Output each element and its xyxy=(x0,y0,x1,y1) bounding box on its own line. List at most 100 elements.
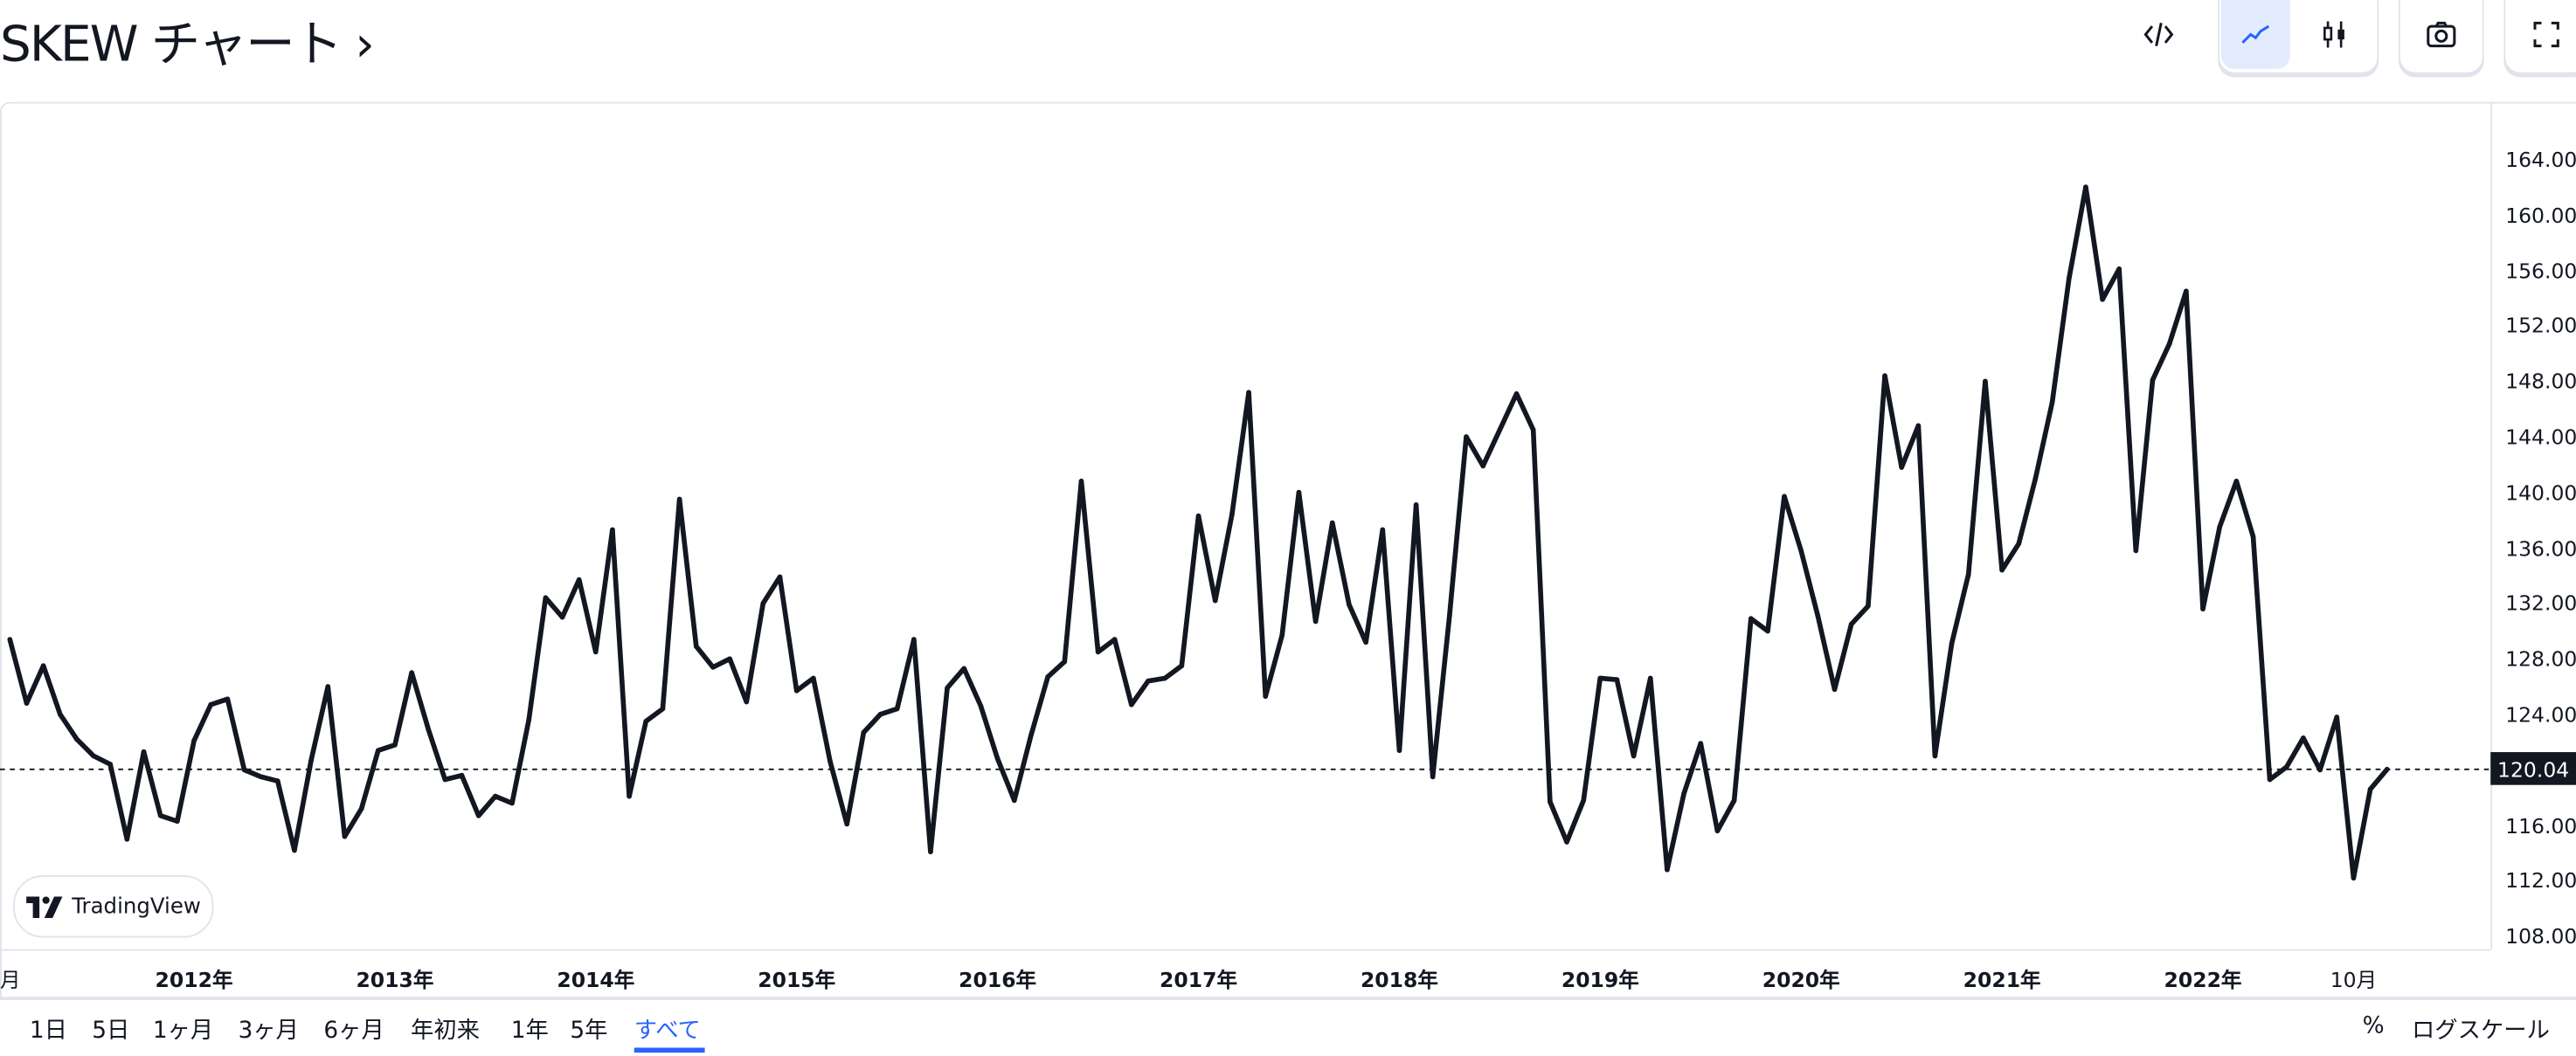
data-point[interactable] xyxy=(744,699,750,705)
data-point[interactable] xyxy=(1062,659,1068,665)
data-point[interactable] xyxy=(241,767,247,773)
data-point[interactable] xyxy=(1045,674,1050,680)
data-point[interactable] xyxy=(1430,774,1436,780)
data-point[interactable] xyxy=(375,748,381,753)
data-point[interactable] xyxy=(2334,714,2340,720)
data-point[interactable] xyxy=(2032,475,2039,481)
data-point[interactable] xyxy=(2016,541,2022,547)
data-point[interactable] xyxy=(777,574,783,580)
data-point[interactable] xyxy=(2083,184,2088,190)
data-point[interactable] xyxy=(1681,790,1686,797)
data-point[interactable] xyxy=(325,684,331,689)
data-point[interactable] xyxy=(358,806,364,811)
data-point[interactable] xyxy=(2267,776,2273,783)
data-point[interactable] xyxy=(459,772,465,778)
embed-button[interactable] xyxy=(2124,0,2193,69)
data-point[interactable] xyxy=(2200,606,2206,611)
data-point[interactable] xyxy=(576,576,582,583)
data-point[interactable] xyxy=(1815,613,1821,618)
data-point[interactable] xyxy=(994,756,1001,762)
data-point[interactable] xyxy=(1212,597,1218,604)
data-point[interactable] xyxy=(1581,797,1586,804)
data-point[interactable] xyxy=(1146,678,1151,684)
data-point[interactable] xyxy=(1848,621,1854,627)
data-point[interactable] xyxy=(627,793,632,799)
data-point[interactable] xyxy=(1949,641,1955,646)
data-point[interactable] xyxy=(1162,675,1168,681)
data-point[interactable] xyxy=(811,675,816,681)
data-point[interactable] xyxy=(1765,628,1770,634)
data-point[interactable] xyxy=(258,774,264,780)
data-point[interactable] xyxy=(509,800,515,806)
page-title[interactable]: SKEW チャート › xyxy=(0,16,375,74)
data-point[interactable] xyxy=(1513,391,1520,397)
data-point[interactable] xyxy=(57,712,63,717)
data-point[interactable] xyxy=(2367,786,2373,792)
data-point[interactable] xyxy=(2250,534,2256,540)
data-point[interactable] xyxy=(2283,764,2289,770)
data-point[interactable] xyxy=(1866,604,1871,609)
data-point[interactable] xyxy=(2301,735,2306,741)
range-button[interactable]: すべて xyxy=(634,1018,701,1045)
data-point[interactable] xyxy=(592,649,599,655)
data-point[interactable] xyxy=(793,688,800,694)
data-point[interactable] xyxy=(1447,613,1452,618)
data-point[interactable] xyxy=(1614,677,1620,682)
data-point[interactable] xyxy=(2384,766,2390,772)
data-point[interactable] xyxy=(493,793,498,799)
price-axis[interactable] xyxy=(2490,101,2576,949)
data-point[interactable] xyxy=(1965,571,1971,577)
data-point[interactable] xyxy=(1882,373,1887,379)
data-point[interactable] xyxy=(1380,527,1386,533)
data-point[interactable] xyxy=(24,701,30,706)
tradingview-logo[interactable]: TradingView xyxy=(13,875,214,938)
data-point[interactable] xyxy=(124,837,130,842)
data-point[interactable] xyxy=(1597,675,1603,681)
data-point[interactable] xyxy=(274,778,280,783)
data-point[interactable] xyxy=(1564,839,1569,845)
data-point[interactable] xyxy=(1480,463,1486,469)
data-point[interactable] xyxy=(877,712,883,717)
line-chart-button[interactable] xyxy=(2220,0,2290,69)
data-point[interactable] xyxy=(1631,753,1637,759)
data-point[interactable] xyxy=(861,729,867,735)
data-point[interactable] xyxy=(1932,753,1938,759)
candlestick-button[interactable] xyxy=(2300,0,2369,69)
data-point[interactable] xyxy=(727,656,732,662)
data-point[interactable] xyxy=(442,776,448,783)
data-point[interactable] xyxy=(409,670,414,676)
data-point[interactable] xyxy=(559,614,565,620)
data-point[interactable] xyxy=(308,757,314,763)
data-point[interactable] xyxy=(710,665,716,670)
data-point[interactable] xyxy=(2116,266,2122,272)
data-point[interactable] xyxy=(1798,548,1804,554)
data-point[interactable] xyxy=(1363,639,1368,645)
data-point[interactable] xyxy=(2150,377,2156,383)
data-point[interactable] xyxy=(191,738,197,743)
data-point[interactable] xyxy=(426,727,432,733)
data-point[interactable] xyxy=(91,753,96,759)
data-point[interactable] xyxy=(1195,513,1201,519)
data-point[interactable] xyxy=(1999,567,2005,573)
data-point[interactable] xyxy=(1748,616,1754,622)
data-point[interactable] xyxy=(2233,479,2240,484)
data-point[interactable] xyxy=(1129,701,1134,707)
data-point[interactable] xyxy=(643,718,649,724)
data-point[interactable] xyxy=(1329,520,1335,526)
data-point[interactable] xyxy=(1413,502,1419,507)
data-point[interactable] xyxy=(693,644,699,649)
range-button[interactable]: 1ヶ月 xyxy=(152,1018,214,1045)
data-point[interactable] xyxy=(2166,341,2172,347)
data-point[interactable] xyxy=(911,637,917,642)
data-point[interactable] xyxy=(7,637,13,642)
data-point[interactable] xyxy=(610,527,615,533)
data-point[interactable] xyxy=(225,696,231,702)
range-button[interactable]: 6ヶ月 xyxy=(323,1018,384,1045)
data-point[interactable] xyxy=(945,685,950,691)
data-point[interactable] xyxy=(292,847,297,853)
data-point[interactable] xyxy=(1028,732,1034,738)
range-button[interactable]: 3ヶ月 xyxy=(238,1018,300,1045)
data-point[interactable] xyxy=(1464,434,1469,439)
data-point[interactable] xyxy=(2317,767,2323,773)
range-button[interactable]: 1年 xyxy=(510,1018,549,1045)
